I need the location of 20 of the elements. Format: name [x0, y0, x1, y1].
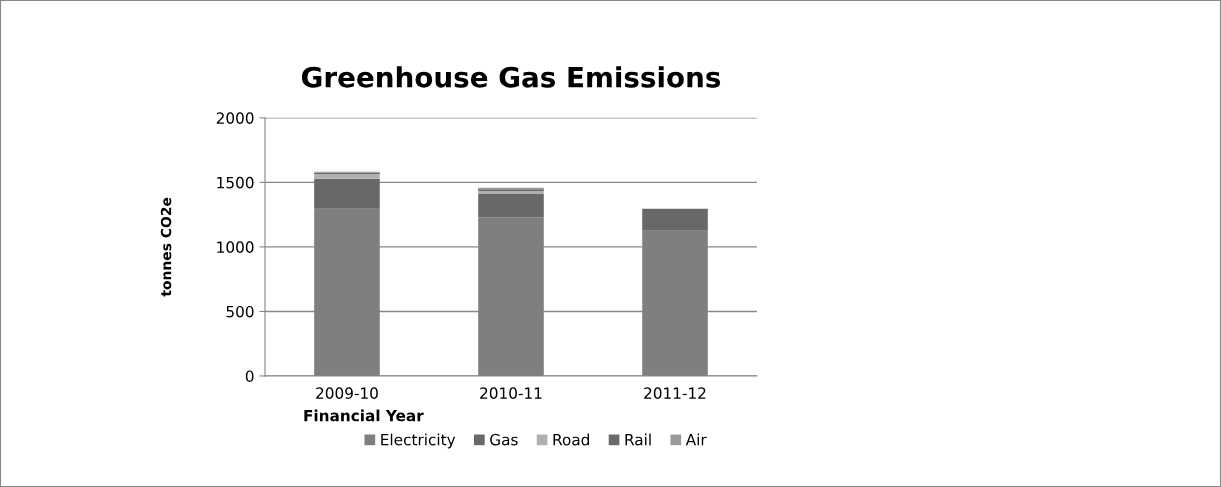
y-tick-label: 0 — [245, 370, 254, 382]
legend-label: Gas — [490, 433, 518, 446]
bar — [314, 178, 380, 209]
legend-label: Electricity — [381, 433, 456, 449]
y-tick-label: 2000 — [216, 112, 254, 124]
bar — [314, 174, 380, 179]
chart-title: Greenhouse Gas Emissions — [301, 66, 721, 88]
x-tick-label: 2010-11 — [480, 387, 542, 399]
x-tick-label: 2009-10 — [316, 387, 378, 399]
y-tick-label: 1000 — [217, 241, 254, 253]
legend-label: Road — [553, 433, 589, 446]
y-tick-label: 500 — [226, 305, 254, 318]
legend-label: Rail — [625, 433, 651, 446]
y-tick-label: 1500 — [217, 176, 254, 189]
bar — [642, 208, 708, 231]
legend-label: Air — [685, 433, 707, 446]
x-axis-title: Financial Year — [304, 409, 424, 422]
bar — [478, 193, 544, 218]
x-tick-label: 2011-12 — [644, 387, 706, 399]
y-axis-title: tonnes CO2e — [160, 197, 172, 297]
